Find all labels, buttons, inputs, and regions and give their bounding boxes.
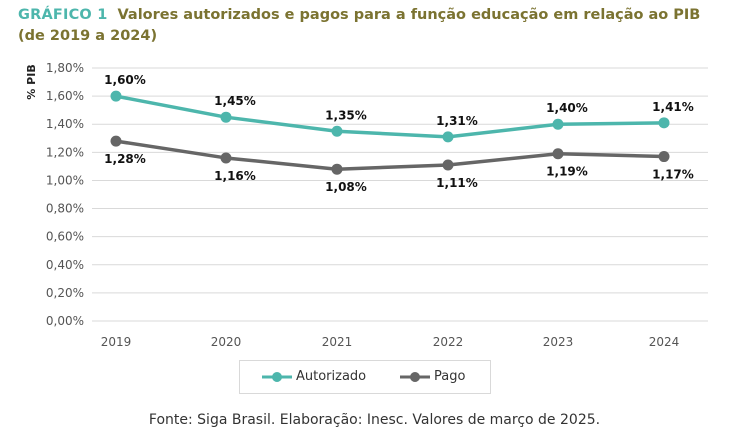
data-label-autorizado: 1,60% [104, 73, 146, 87]
figure-label: GRÁFICO 1 [18, 7, 108, 23]
data-label-autorizado: 1,31% [436, 114, 478, 128]
series-line-autorizado [115, 94, 665, 139]
data-point-autorizado [110, 90, 122, 102]
source-note: Fonte: Siga Brasil. Elaboração: Inesc. V… [148, 412, 601, 428]
data-point-autorizado [220, 111, 232, 123]
data-point-autorizado [442, 131, 454, 143]
data-point-pago [658, 151, 670, 163]
y-tick-label: 1,00% [46, 173, 84, 187]
data-label-autorizado: 1,41% [652, 100, 694, 114]
y-tick-label: 0,20% [46, 286, 84, 300]
data-point-pago [331, 163, 343, 175]
y-axis-label: % PIB [25, 64, 38, 99]
data-point-pago [220, 152, 232, 164]
y-tick-label: 0,00% [46, 314, 84, 328]
y-tick-label: 1,80% [46, 61, 84, 75]
x-tick-label: 2019 [101, 335, 132, 349]
y-tick-label: 0,80% [46, 202, 84, 216]
data-label-pago: 1,16% [214, 169, 256, 183]
y-tick-label: 1,20% [46, 145, 84, 159]
legend: Autorizado Pago [239, 360, 491, 394]
chart-title: GRÁFICO 1 Valores autorizados e pagos par… [18, 7, 700, 23]
data-label-autorizado: 1,40% [546, 101, 588, 115]
x-tick-label: 2021 [322, 335, 353, 349]
data-label-pago: 1,11% [436, 176, 478, 190]
series-line-pago [115, 139, 665, 171]
y-tick-label: 1,40% [46, 117, 84, 131]
x-tick-label: 2022 [433, 335, 464, 349]
data-label-pago: 1,08% [325, 180, 367, 194]
data-label-pago: 1,28% [104, 152, 146, 166]
legend-label-pago: Pago [434, 369, 466, 384]
chart-subtitle: (de 2019 a 2024) [18, 28, 158, 44]
title-text: Valores autorizados e pagos para a funçã… [117, 7, 701, 23]
data-point-autorizado [658, 117, 670, 129]
y-tick-label: 1,60% [46, 89, 84, 103]
data-point-autorizado [552, 118, 564, 130]
legend-marker-pago [400, 371, 430, 382]
line-chart: 0,00% 0,20% 0,40% 0,60% 0,80% 1,00% 1,20% 1,40%… [25, 61, 708, 349]
data-label-autorizado: 1,35% [325, 108, 367, 122]
x-tick-label: 2023 [543, 335, 574, 349]
legend-label-autorizado: Autorizado [296, 369, 367, 384]
data-point-pago [552, 148, 564, 160]
x-tick-label: 2020 [211, 335, 242, 349]
data-label-autorizado: 1,45% [214, 94, 256, 108]
data-point-pago [442, 159, 454, 171]
data-point-autorizado [331, 125, 343, 137]
data-label-pago: 1,19% [546, 165, 588, 179]
data-point-pago [110, 135, 122, 147]
legend-item-pago: Pago [400, 369, 465, 384]
y-tick-label: 0,60% [46, 230, 84, 244]
legend-marker-autorizado [262, 371, 292, 382]
x-tick-label: 2024 [649, 335, 680, 349]
y-tick-label: 0,40% [46, 258, 84, 272]
data-label-pago: 1,17% [652, 168, 694, 182]
legend-item-autorizado: Autorizado [262, 369, 366, 384]
